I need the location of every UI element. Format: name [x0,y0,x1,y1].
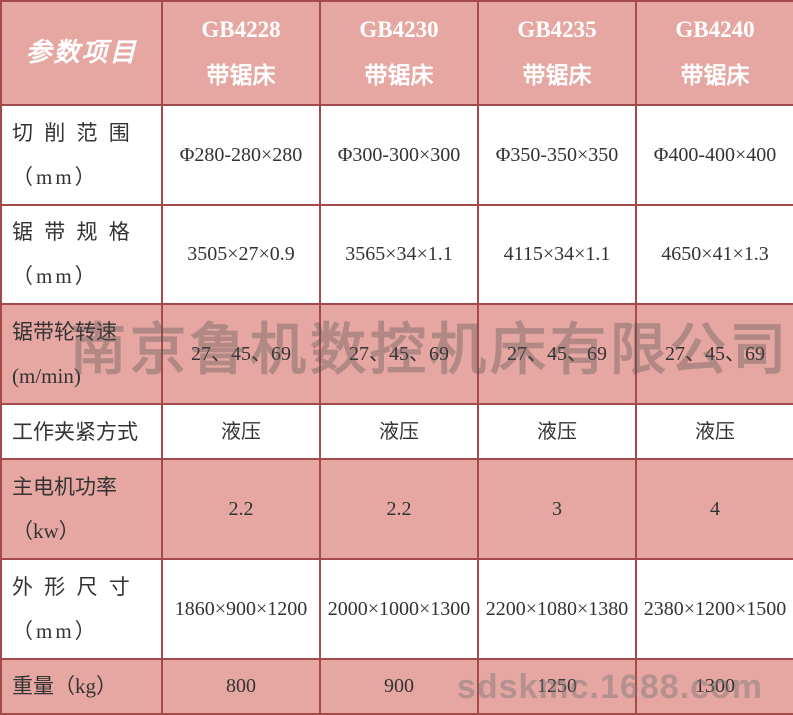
row-3-v1: 液压 [320,404,478,459]
row-2-v2: 27、45、69 [478,304,636,404]
col-1-line1: GB4230 [359,17,438,42]
header-param: 参数项目 [1,1,162,105]
row-1-v1: 3565×34×1.1 [320,205,478,305]
row-1: 锯 带 规 格（mm） 3505×27×0.9 3565×34×1.1 4115… [1,205,793,305]
header-col-0: GB4228 带锯床 [162,1,320,105]
row-4-param: 主电机功率（kw） [1,459,162,559]
row-2-v3: 27、45、69 [636,304,793,404]
row-0-v1: Φ300-300×300 [320,105,478,205]
row-1-v3: 4650×41×1.3 [636,205,793,305]
row-6-v1: 900 [320,659,478,714]
row-1-v2: 4115×34×1.1 [478,205,636,305]
row-0-v3: Φ400-400×400 [636,105,793,205]
row-6-v2: 1250 [478,659,636,714]
row-5: 外 形 尺 寸（mm） 1860×900×1200 2000×1000×1300… [1,559,793,659]
row-5-param: 外 形 尺 寸（mm） [1,559,162,659]
col-0-line1: GB4228 [201,17,280,42]
row-1-param: 锯 带 规 格（mm） [1,205,162,305]
row-5-v0: 1860×900×1200 [162,559,320,659]
col-2-line1: GB4235 [517,17,596,42]
row-2-param: 锯带轮转速(m/min) [1,304,162,404]
row-2-v0: 27、45、69 [162,304,320,404]
row-4-v2: 3 [478,459,636,559]
param-title-text: 参数项目 [25,38,137,67]
row-5-v2: 2200×1080×1380 [478,559,636,659]
spec-table-wrap: 参数项目 GB4228 带锯床 GB4230 带锯床 GB4235 带锯床 GB… [0,0,793,715]
row-6-v3: 1300 [636,659,793,714]
row-4-v3: 4 [636,459,793,559]
col-3-line1: GB4240 [675,17,754,42]
col-3-line2: 带锯床 [681,63,750,88]
row-3-v3: 液压 [636,404,793,459]
row-5-v1: 2000×1000×1300 [320,559,478,659]
row-0-param: 切 削 范 围（mm） [1,105,162,205]
row-3-v2: 液压 [478,404,636,459]
row-6-v0: 800 [162,659,320,714]
row-4: 主电机功率（kw） 2.2 2.2 3 4 [1,459,793,559]
row-6: 重量（kg） 800 900 1250 1300 [1,659,793,714]
col-2-line2: 带锯床 [523,63,592,88]
row-0-v0: Φ280-280×280 [162,105,320,205]
header-row: 参数项目 GB4228 带锯床 GB4230 带锯床 GB4235 带锯床 GB… [1,1,793,105]
spec-table: 参数项目 GB4228 带锯床 GB4230 带锯床 GB4235 带锯床 GB… [0,0,793,715]
row-3-param: 工作夹紧方式 [1,404,162,459]
row-0-v2: Φ350-350×350 [478,105,636,205]
row-3-v0: 液压 [162,404,320,459]
row-3: 工作夹紧方式 液压 液压 液压 液压 [1,404,793,459]
row-1-v0: 3505×27×0.9 [162,205,320,305]
header-col-3: GB4240 带锯床 [636,1,793,105]
row-6-param: 重量（kg） [1,659,162,714]
row-2: 锯带轮转速(m/min) 27、45、69 27、45、69 27、45、69 … [1,304,793,404]
row-4-v0: 2.2 [162,459,320,559]
col-1-line2: 带锯床 [365,63,434,88]
row-5-v3: 2380×1200×1500 [636,559,793,659]
header-col-2: GB4235 带锯床 [478,1,636,105]
header-col-1: GB4230 带锯床 [320,1,478,105]
row-4-v1: 2.2 [320,459,478,559]
col-0-line2: 带锯床 [207,63,276,88]
row-2-v1: 27、45、69 [320,304,478,404]
row-0: 切 削 范 围（mm） Φ280-280×280 Φ300-300×300 Φ3… [1,105,793,205]
